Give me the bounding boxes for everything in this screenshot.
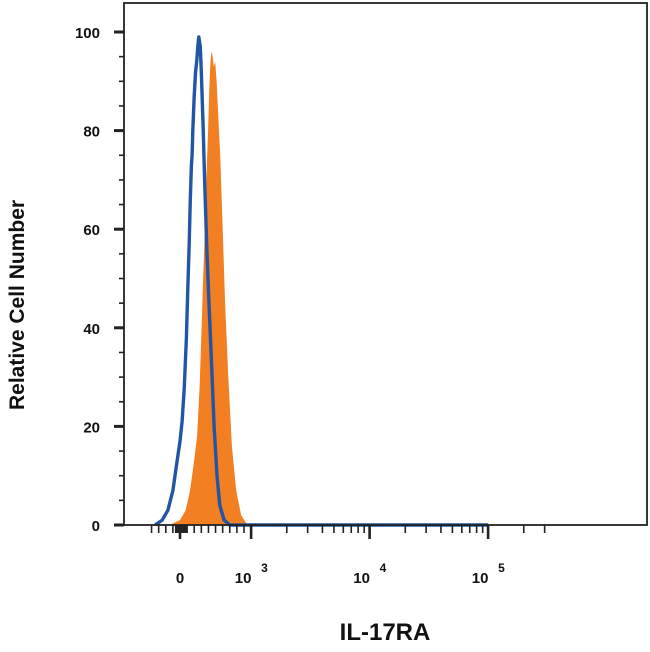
x-tick-exponent: 5 [498,561,505,575]
plot-frame [123,2,648,526]
series-isotype-control-outline [154,35,489,527]
y-tick-label: 40 [83,321,100,338]
x-tick-label: 10 [235,570,252,587]
y-axis-title: Relative Cell Number [6,200,29,410]
x-tick-label: 10 [353,570,370,587]
y-axis: 0 20 40 60 80 100 [75,25,124,535]
y-tick-label: 0 [92,518,100,535]
y-tick-label: 100 [75,25,100,42]
x-tick-label: 0 [176,570,184,587]
y-tick-label: 20 [83,419,100,436]
histogram-series-layer [154,35,489,527]
series-il-17ra-filled-area [169,51,489,525]
x-axis: 0 10 3 10 4 10 5 [150,525,546,587]
x-tick-label: 10 [472,570,489,587]
x-axis-title: IL-17RA [340,619,431,646]
y-tick-label: 60 [83,222,100,239]
x-tick-exponent: 4 [380,561,387,575]
y-tick-label: 80 [83,124,100,141]
x-tick-exponent: 3 [261,561,268,575]
